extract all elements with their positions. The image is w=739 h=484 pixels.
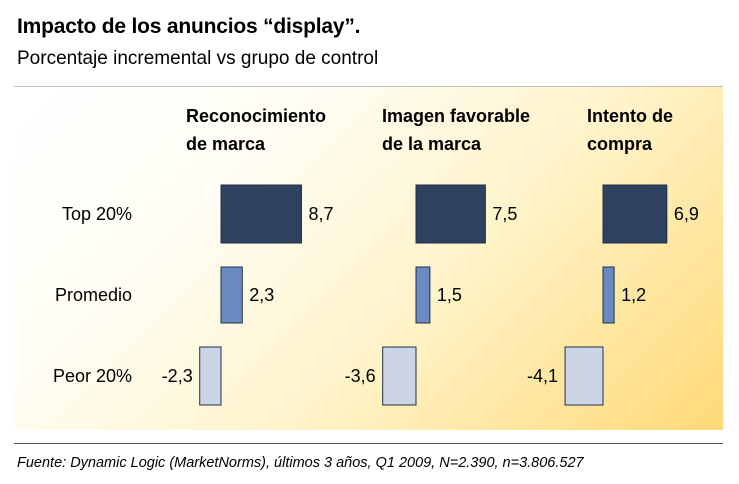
chart-title: Impacto de los anuncios “display”.	[17, 15, 361, 38]
row-label: Promedio	[55, 285, 132, 305]
bar	[415, 184, 486, 244]
bar	[564, 346, 604, 406]
bar	[382, 346, 417, 406]
row-label: Peor 20%	[53, 366, 132, 386]
bar	[220, 184, 302, 244]
column-header: compra	[587, 134, 653, 154]
column-header: Reconocimiento	[186, 106, 326, 126]
bar	[602, 266, 615, 324]
column-header: de la marca	[382, 134, 482, 154]
bar	[415, 266, 431, 324]
data-label: 2,3	[249, 285, 274, 305]
data-label: 1,2	[621, 285, 646, 305]
data-label: -2,3	[162, 366, 193, 386]
source-note: Fuente: Dynamic Logic (MarketNorms), últ…	[17, 455, 584, 471]
bar	[199, 346, 222, 406]
bar	[220, 266, 243, 324]
data-label: -3,6	[345, 366, 376, 386]
column-header: Imagen favorable	[382, 106, 530, 126]
data-label: 1,5	[437, 285, 462, 305]
chart-subtitle: Porcentaje incremental vs grupo de contr…	[17, 48, 379, 69]
column-header: Intento de	[587, 106, 673, 126]
chart-panel	[14, 86, 723, 430]
data-label: 8,7	[308, 204, 333, 224]
footer-divider	[14, 443, 723, 444]
data-label: -4,1	[527, 366, 558, 386]
data-label: 6,9	[674, 204, 699, 224]
row-label: Top 20%	[62, 204, 132, 224]
column-header: de marca	[186, 134, 266, 154]
bar	[602, 184, 668, 244]
data-label: 7,5	[492, 204, 517, 224]
